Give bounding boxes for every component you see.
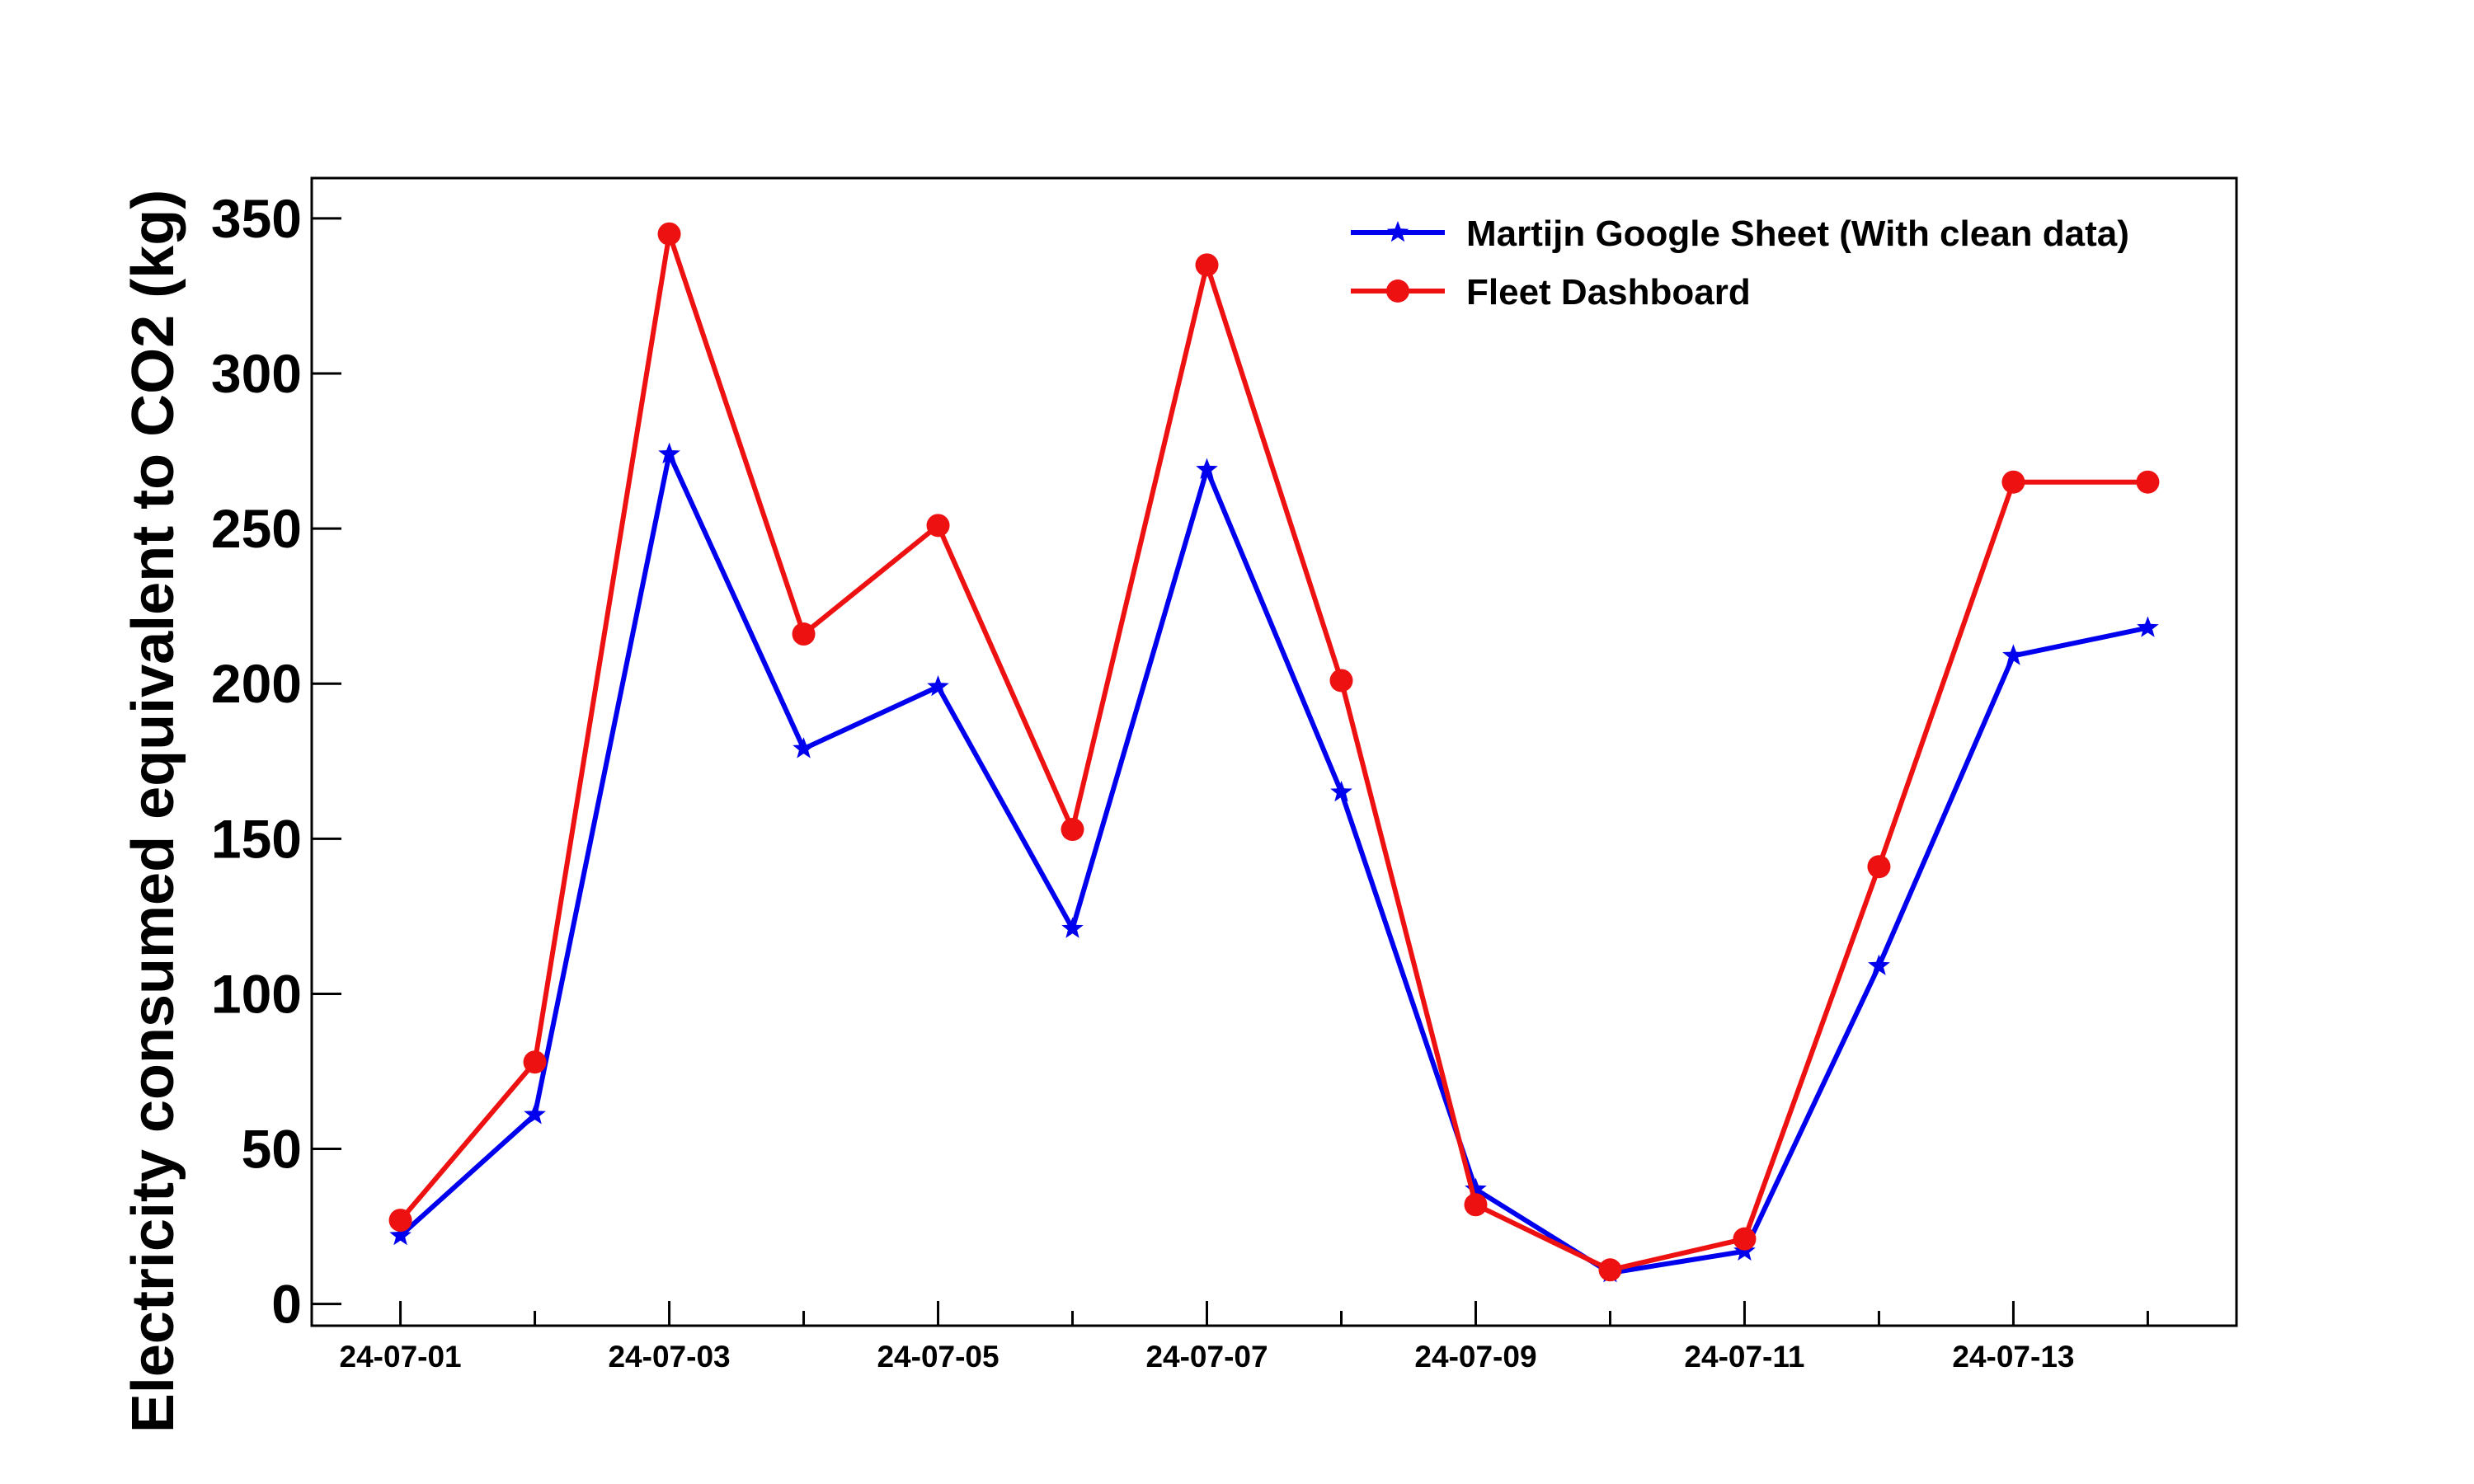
y-tick-label: 250 [211,498,302,559]
legend-label: Martijn Google Sheet (With clean data) [1466,214,2129,254]
legend: Martijn Google Sheet (With clean data) Fl… [1351,214,2129,312]
data-point [1061,818,1084,842]
x-tick-label: 24-07-07 [1145,1340,1268,1374]
y-tick-label: 200 [211,653,302,714]
data-point [1195,253,1219,277]
x-tick-label: 24-07-11 [1684,1340,1804,1374]
data-point [523,1050,547,1074]
y-tick-label: 0 [271,1274,302,1335]
data-point [2136,470,2160,494]
data-point [2002,644,2025,665]
data-point [2001,470,2025,494]
data-point [524,1103,546,1125]
x-tick-label: 24-07-03 [608,1340,730,1374]
y-tick-label: 150 [211,808,302,869]
series-line [398,231,2148,1273]
legend-marker [1386,279,1409,303]
data-point [1868,954,1890,975]
x-tick-label: 24-07-05 [877,1340,999,1374]
series-martijn-google-sheet [389,442,2159,1283]
x-tick-label: 24-07-01 [340,1340,462,1374]
data-point [1061,917,1084,938]
data-point [926,514,950,538]
plot-area-frame [310,176,2238,1327]
data-point [1196,458,1218,479]
series-layer [388,222,2160,1283]
data-point [1329,669,1353,693]
data-point [389,1223,412,1246]
x-tick-label: 24-07-09 [1414,1340,1536,1374]
y-tick-label: 350 [211,188,302,249]
series-fleet-dashboard [388,222,2160,1282]
data-point [388,1209,412,1233]
data-point [1465,1177,1487,1199]
legend-marker [1386,221,1409,242]
data-point [1464,1193,1488,1217]
data-point [1598,1258,1622,1282]
data-point [927,675,949,697]
data-point [1867,855,1891,879]
data-point [658,442,680,464]
data-point [2137,616,2159,637]
data-point [1733,1227,1757,1251]
data-point [1330,780,1352,802]
x-tick-label: 24-07-13 [1952,1340,2074,1374]
data-point [657,222,681,246]
series-line [398,451,2149,1275]
y-axis-ticks: 0 50 100 150 200 250 300 350 [211,188,341,1335]
legend-label: Fleet Dashboard [1466,272,1751,312]
x-axis-ticks: 24-07-01 24-07-03 24-07-05 24-07-07 24-07-09… [340,1301,2149,1374]
y-axis-label: Electricity consumed equivalent to CO2 (… [120,190,186,1433]
data-point [792,622,816,646]
y-tick-label: 50 [242,1119,302,1180]
data-point [793,737,815,758]
y-tick-label: 300 [211,343,302,404]
y-tick-label: 100 [211,963,302,1024]
